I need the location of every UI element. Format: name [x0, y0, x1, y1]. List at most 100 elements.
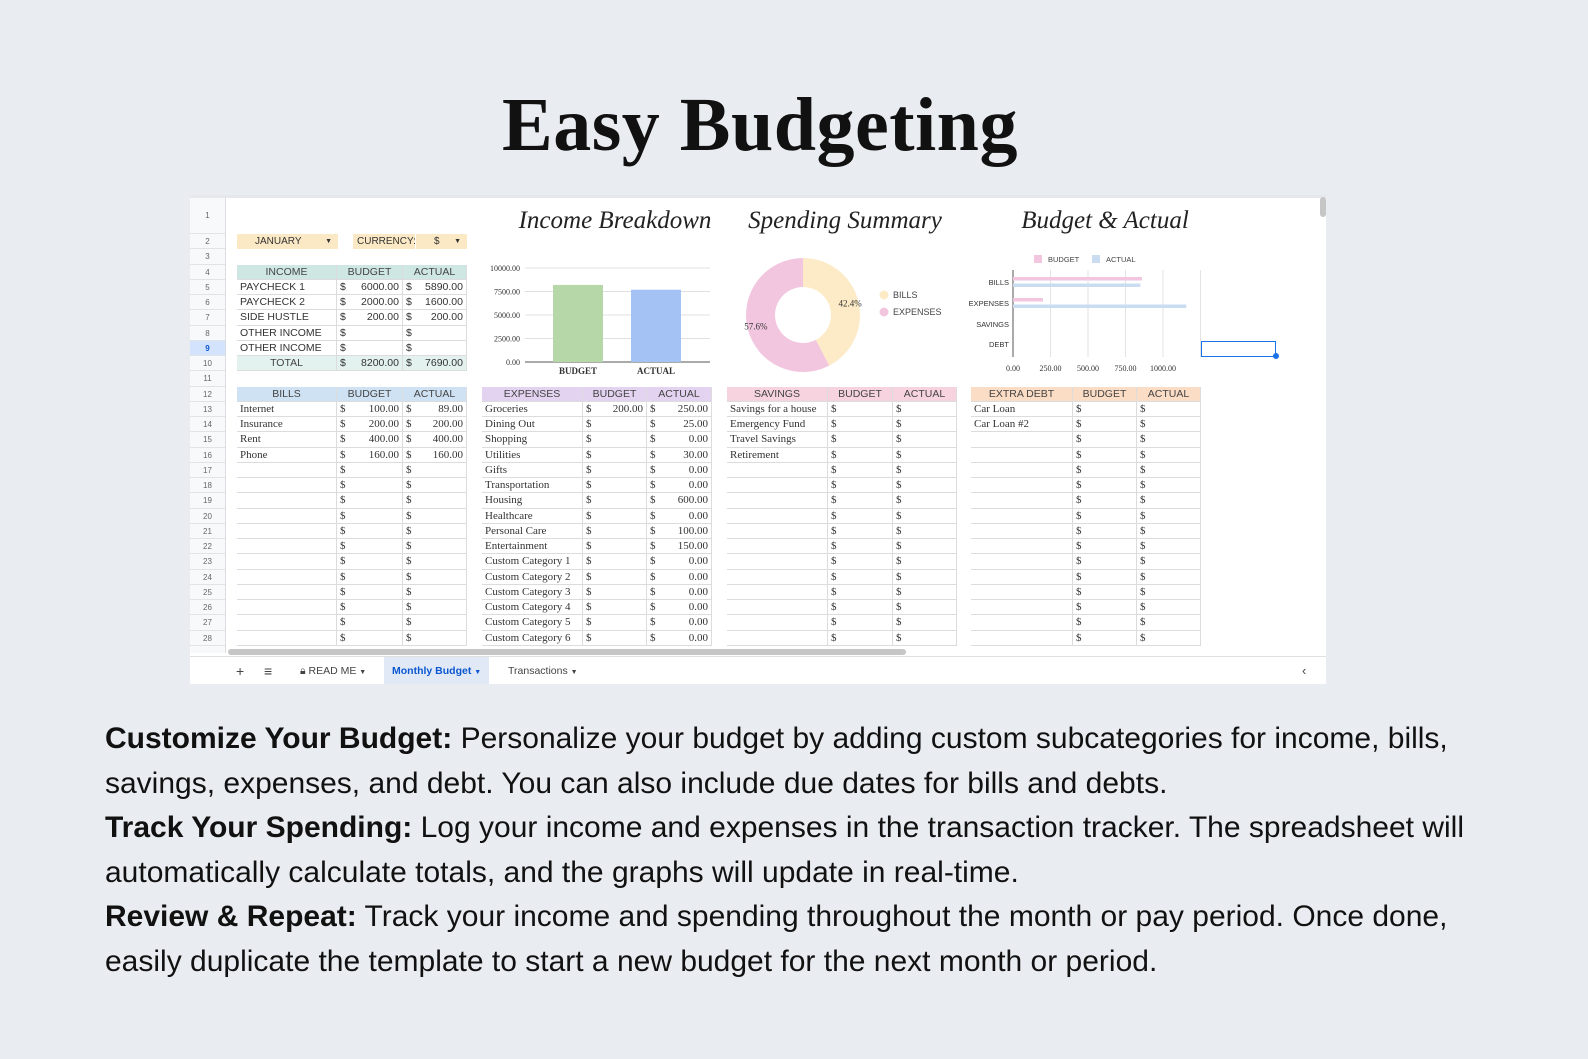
- extra_debt-label-cell[interactable]: [971, 447, 1073, 463]
- row-number[interactable]: 8: [190, 326, 225, 341]
- row-number[interactable]: 11: [190, 371, 225, 387]
- savings-label-cell[interactable]: Emergency Fund: [727, 417, 828, 433]
- extra_debt-label-cell[interactable]: [971, 432, 1073, 448]
- income-amount-cell[interactable]: $: [403, 325, 467, 341]
- row-number[interactable]: 14: [190, 417, 225, 433]
- income-label-cell[interactable]: OTHER INCOME: [237, 340, 337, 356]
- savings-label-cell[interactable]: [727, 554, 828, 570]
- bills-amount-cell[interactable]: $: [337, 462, 403, 478]
- expenses-amount-cell[interactable]: $: [583, 615, 647, 631]
- currency-dropdown[interactable]: $ ▼: [415, 234, 467, 249]
- extra_debt-amount-cell[interactable]: $: [1137, 417, 1201, 433]
- income-amount-cell[interactable]: $: [337, 325, 403, 341]
- bills-amount-cell[interactable]: $: [337, 508, 403, 524]
- extra_debt-label-cell[interactable]: [971, 462, 1073, 478]
- savings-label-cell[interactable]: [727, 523, 828, 539]
- expenses-amount-cell[interactable]: $: [583, 417, 647, 433]
- bills-amount-cell[interactable]: $: [403, 478, 467, 494]
- extra_debt-amount-cell[interactable]: $: [1137, 630, 1201, 646]
- bills-amount-cell[interactable]: $: [403, 600, 467, 616]
- extra_debt-label-cell[interactable]: [971, 554, 1073, 570]
- tab-transactions[interactable]: Transactions ▼: [500, 657, 586, 684]
- extra_debt-amount-cell[interactable]: $: [1073, 462, 1137, 478]
- extra_debt-amount-cell[interactable]: $: [1073, 508, 1137, 524]
- bills-amount-cell[interactable]: $89.00: [403, 401, 467, 417]
- savings-amount-cell[interactable]: $: [893, 569, 957, 585]
- bills-amount-cell[interactable]: $: [337, 523, 403, 539]
- bills-label-cell[interactable]: [237, 462, 337, 478]
- savings-amount-cell[interactable]: $: [893, 600, 957, 616]
- bills-amount-cell[interactable]: $: [403, 493, 467, 509]
- expenses-amount-cell[interactable]: $: [583, 508, 647, 524]
- savings-amount-cell[interactable]: $: [828, 432, 893, 448]
- bills-label-cell[interactable]: [237, 554, 337, 570]
- plus-icon[interactable]: +: [236, 663, 245, 679]
- row-number[interactable]: 16: [190, 448, 225, 463]
- extra_debt-amount-cell[interactable]: $: [1073, 630, 1137, 646]
- expenses-amount-cell[interactable]: $150.00: [647, 539, 712, 555]
- income-label-cell[interactable]: PAYCHECK 2: [237, 295, 337, 311]
- savings-label-cell[interactable]: Retirement: [727, 447, 828, 463]
- savings-label-cell[interactable]: [727, 508, 828, 524]
- expenses-amount-cell[interactable]: $: [583, 569, 647, 585]
- savings-label-cell[interactable]: [727, 584, 828, 600]
- extra_debt-amount-cell[interactable]: $: [1137, 401, 1201, 417]
- bills-amount-cell[interactable]: $: [403, 462, 467, 478]
- expenses-label-cell[interactable]: Housing: [482, 493, 583, 509]
- extra_debt-amount-cell[interactable]: $: [1073, 417, 1137, 433]
- row-number[interactable]: 23: [190, 554, 225, 570]
- bills-amount-cell[interactable]: $200.00: [337, 417, 403, 433]
- savings-amount-cell[interactable]: $: [893, 630, 957, 646]
- expenses-label-cell[interactable]: Personal Care: [482, 523, 583, 539]
- extra_debt-amount-cell[interactable]: $: [1137, 569, 1201, 585]
- savings-amount-cell[interactable]: $: [893, 417, 957, 433]
- savings-amount-cell[interactable]: $: [828, 584, 893, 600]
- extra_debt-amount-cell[interactable]: $: [1073, 447, 1137, 463]
- extra_debt-label-cell[interactable]: [971, 615, 1073, 631]
- expenses-amount-cell[interactable]: $0.00: [647, 462, 712, 478]
- expenses-label-cell[interactable]: Custom Category 1: [482, 554, 583, 570]
- bills-amount-cell[interactable]: $: [403, 569, 467, 585]
- extra_debt-label-cell[interactable]: [971, 584, 1073, 600]
- expenses-amount-cell[interactable]: $100.00: [647, 523, 712, 539]
- extra_debt-amount-cell[interactable]: $: [1073, 432, 1137, 448]
- expenses-label-cell[interactable]: Custom Category 2: [482, 569, 583, 585]
- savings-amount-cell[interactable]: $: [893, 554, 957, 570]
- bills-amount-cell[interactable]: $100.00: [337, 401, 403, 417]
- extra_debt-label-cell[interactable]: [971, 539, 1073, 555]
- expenses-amount-cell[interactable]: $: [583, 447, 647, 463]
- extra_debt-amount-cell[interactable]: $: [1073, 584, 1137, 600]
- expenses-amount-cell[interactable]: $: [583, 600, 647, 616]
- expenses-label-cell[interactable]: Groceries: [482, 401, 583, 417]
- bills-label-cell[interactable]: [237, 478, 337, 494]
- income-amount-cell[interactable]: $: [337, 340, 403, 356]
- vertical-scrollbar[interactable]: [1320, 197, 1326, 217]
- extra_debt-amount-cell[interactable]: $: [1073, 539, 1137, 555]
- chevron-left-icon[interactable]: ‹: [1302, 663, 1307, 678]
- row-number[interactable]: 4: [190, 265, 225, 280]
- row-number[interactable]: 9: [190, 340, 225, 356]
- bills-label-cell[interactable]: Insurance: [237, 417, 337, 433]
- row-number[interactable]: 27: [190, 615, 225, 631]
- expenses-amount-cell[interactable]: $30.00: [647, 447, 712, 463]
- savings-label-cell[interactable]: [727, 539, 828, 555]
- bills-amount-cell[interactable]: $: [337, 554, 403, 570]
- expenses-amount-cell[interactable]: $0.00: [647, 569, 712, 585]
- savings-amount-cell[interactable]: $: [828, 401, 893, 417]
- extra_debt-amount-cell[interactable]: $: [1073, 493, 1137, 509]
- savings-label-cell[interactable]: [727, 600, 828, 616]
- bills-label-cell[interactable]: [237, 600, 337, 616]
- expenses-label-cell[interactable]: Transportation: [482, 478, 583, 494]
- expenses-label-cell[interactable]: Custom Category 5: [482, 615, 583, 631]
- bills-amount-cell[interactable]: $: [403, 508, 467, 524]
- extra_debt-label-cell[interactable]: [971, 600, 1073, 616]
- savings-label-cell[interactable]: [727, 569, 828, 585]
- bills-amount-cell[interactable]: $: [337, 630, 403, 646]
- extra_debt-amount-cell[interactable]: $: [1137, 508, 1201, 524]
- savings-label-cell[interactable]: [727, 478, 828, 494]
- extra_debt-label-cell[interactable]: [971, 630, 1073, 646]
- expenses-label-cell[interactable]: Custom Category 6: [482, 630, 583, 646]
- tab-read-me[interactable]: 🔒︎ READ ME ▼: [292, 657, 374, 684]
- extra_debt-label-cell[interactable]: [971, 569, 1073, 585]
- extra_debt-amount-cell[interactable]: $: [1137, 447, 1201, 463]
